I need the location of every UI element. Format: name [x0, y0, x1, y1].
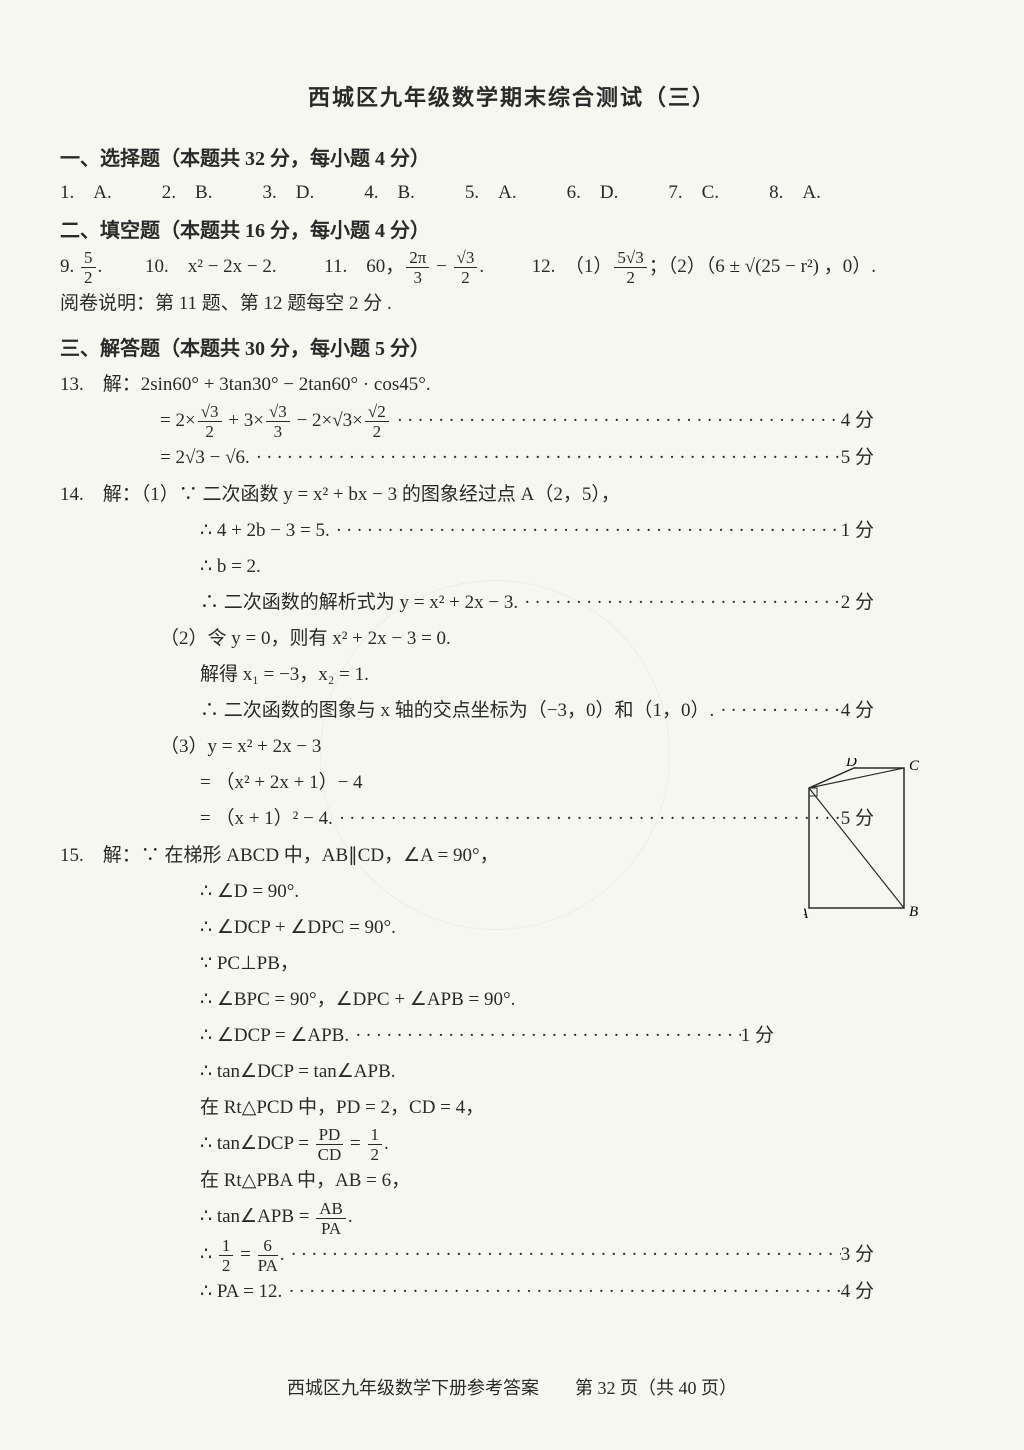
- q15-l9: 在 Rt△PBA 中，AB = 6，: [60, 1163, 964, 1199]
- q14-l2: ∴ b = 2.: [60, 549, 964, 585]
- q12: 12. （1）5√32；（2）（6 ± √(25 − r²) ，0）.: [527, 256, 876, 277]
- q15-l7: 在 Rt△PCD 中，PD = 2，CD = 4，: [60, 1090, 964, 1126]
- footer-left: 西城区九年级数学下册参考答案: [287, 1378, 539, 1398]
- ans-8: 8. A.: [769, 177, 821, 204]
- section1-heading: 一、选择题（本题共 32 分，每小题 4 分）: [60, 142, 964, 171]
- q13-step2: = 2√3 − √6. ····························…: [60, 440, 964, 476]
- mc-answers: 1. A. 2. B. 3. D. 4. B. 5. A. 6. D. 7. C…: [60, 177, 964, 204]
- ans-6: 6. D.: [567, 177, 619, 204]
- ans-1: 1. A.: [60, 177, 112, 204]
- trapezoid-diagram: D C P A B: [804, 758, 924, 918]
- ans-2: 2. B.: [162, 177, 213, 204]
- q13-head: 13. 解：2sin60° + 3tan30° − 2tan60° · cos4…: [60, 367, 964, 403]
- ans-7: 7. C.: [668, 177, 719, 204]
- section3-heading: 三、解答题（本题共 30 分，每小题 5 分）: [60, 332, 964, 361]
- page-footer: 西城区九年级数学下册参考答案 第 32 页（共 40 页）: [0, 1374, 1024, 1400]
- grading-note: 阅卷说明：第 11 题、第 12 题每空 2 分 .: [60, 286, 964, 322]
- fill-answers: 9. 52. 10. x² − 2x − 2. 11. 60，2π3 − √32…: [60, 249, 964, 286]
- label-C: C: [909, 758, 920, 774]
- q14-l1: ∴ 4 + 2b − 3 = 5. ······················…: [60, 513, 964, 549]
- q15-l4: ∴ ∠BPC = 90°，∠DPC + ∠APB = 90°.: [60, 982, 964, 1018]
- ans-4: 4. B.: [364, 177, 415, 204]
- ans-5: 5. A.: [465, 177, 517, 204]
- q15-l5: ∴ ∠DCP = ∠APB. ·························…: [60, 1018, 964, 1054]
- q11: 11. 60，2π3 − √32.: [319, 256, 488, 277]
- q14-l3: ∴ 二次函数的解析式为 y = x² + 2x − 3. ···········…: [60, 585, 964, 621]
- q9: 9. 52.: [60, 256, 107, 277]
- ans-3: 3. D.: [262, 177, 314, 204]
- q13-step1: = 2×√32 + 3×√33 − 2×√3×√22 ·············…: [60, 403, 964, 440]
- page: 西城区九年级数学期末综合测试（三） 一、选择题（本题共 32 分，每小题 4 分…: [0, 0, 1024, 1450]
- label-D: D: [845, 758, 857, 770]
- q14-p2c: ∴ 二次函数的图象与 x 轴的交点坐标为（−3，0）和（1，0）. ······…: [60, 693, 964, 729]
- q15-l10: ∴ tan∠APB = ABPA.: [60, 1199, 964, 1236]
- section2-heading: 二、填空题（本题共 16 分，每小题 4 分）: [60, 214, 964, 243]
- q15-l6: ∴ tan∠DCP = tan∠APB.: [60, 1054, 964, 1090]
- q15-l3: ∵ PC⊥PB，: [60, 946, 964, 982]
- q14-p2a: （2）令 y = 0，则有 x² + 2x − 3 = 0.: [60, 621, 964, 657]
- q10: 10. x² − 2x − 2.: [145, 256, 277, 277]
- footer-right: 第 32 页（共 40 页）: [575, 1378, 737, 1398]
- page-title: 西城区九年级数学期末综合测试（三）: [60, 80, 964, 112]
- q14-p2b: 解得 x₁ = −3，x₂ = 1.: [60, 657, 964, 693]
- q15-l8: ∴ tan∠DCP = PDCD = 12.: [60, 1126, 964, 1163]
- label-B: B: [909, 904, 918, 918]
- q15-l12: ∴ PA = 12. ·····························…: [60, 1274, 964, 1310]
- q15-l11: ∴ 12 = 6PA. ····························…: [60, 1237, 964, 1274]
- q14-head: 14. 解：（1）∵ 二次函数 y = x² + bx − 3 的图象经过点 A…: [60, 477, 964, 513]
